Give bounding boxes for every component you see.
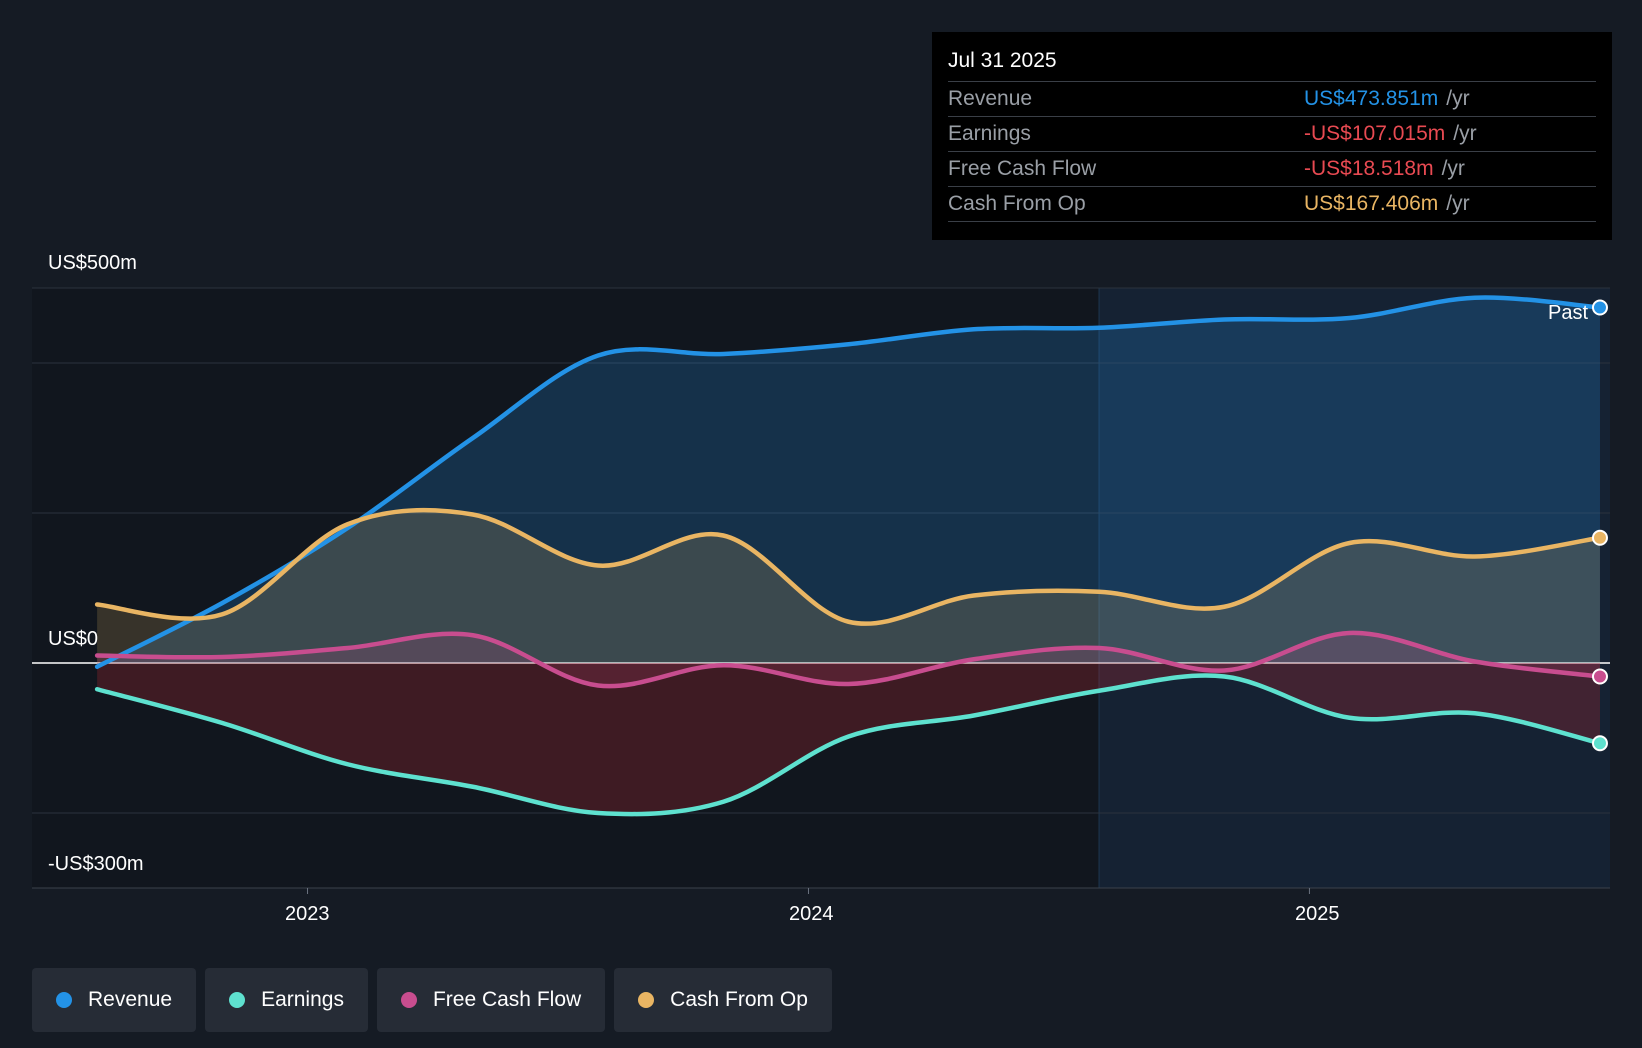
tooltip-unit: /yr	[1446, 87, 1470, 110]
plot-background	[32, 288, 1610, 888]
legend-label: Revenue	[88, 988, 173, 1011]
series-lines	[94, 295, 1603, 817]
tooltip-value-revenue: US$473.851m	[1304, 87, 1439, 110]
earnings-area	[97, 663, 1600, 815]
cash-from-op-area	[97, 510, 1600, 663]
tooltip-unit: /yr	[1441, 157, 1465, 180]
x-axis-ticks	[307, 888, 1310, 894]
tooltip-label: Revenue	[948, 87, 1033, 110]
x-tick-label-2024: 2024	[789, 903, 834, 925]
tooltip-row-earnings: Earnings -US$107.015m /yr	[948, 117, 1596, 152]
free-cash-flow-area	[97, 632, 1600, 687]
tooltip-row-revenue: Revenue US$473.851m /yr	[948, 82, 1596, 117]
end-markers	[1591, 299, 1608, 752]
x-tick-label-2025: 2025	[1295, 903, 1340, 925]
legend-label: Cash From Op	[670, 988, 808, 1011]
tooltip-unit: /yr	[1446, 192, 1470, 215]
fcf-dot-icon	[400, 992, 417, 1008]
earnings-dot-icon	[229, 992, 246, 1008]
plot-bg-right	[1099, 288, 1610, 888]
free-cash-flow-end-marker	[1591, 668, 1608, 685]
tooltip-row-cfo: Cash From Op US$167.406m /yr	[948, 187, 1596, 222]
legend-label: Earnings	[261, 988, 344, 1011]
revenue-line	[94, 295, 1603, 669]
legend-earnings[interactable]: Earnings	[205, 968, 368, 1032]
series-areas	[97, 297, 1600, 815]
tooltip-row-fcf: Free Cash Flow -US$18.518m /yr	[948, 152, 1596, 187]
free-cash-flow-line	[94, 630, 1603, 689]
y-tick-label-zero: US$0	[48, 628, 99, 650]
tooltip-label: Cash From Op	[948, 192, 1086, 215]
tooltip-value-fcf: -US$18.518m	[1304, 157, 1434, 180]
legend-free-cash-flow[interactable]: Free Cash Flow	[376, 968, 606, 1032]
data-tooltip: Jul 31 2025 Revenue US$473.851m /yr Earn…	[932, 32, 1612, 240]
tooltip-value-cfo: US$167.406m	[1304, 192, 1439, 215]
tooltip-label: Earnings	[948, 122, 1031, 145]
revenue-end-marker	[1591, 299, 1608, 316]
plot-bg-left	[32, 288, 1100, 888]
y-tick-label-top: US$500m	[48, 252, 137, 274]
tooltip-value-earnings: -US$107.015m	[1304, 122, 1446, 145]
cash-from-op-end-marker	[1591, 529, 1608, 546]
y-tick-label-bottom: -US$300m	[48, 853, 144, 875]
revenue-dot-icon	[56, 992, 72, 1008]
gridlines	[32, 287, 1610, 889]
revenue-area	[97, 297, 1600, 667]
tooltip-label: Free Cash Flow	[948, 157, 1097, 180]
tooltip-date: Jul 31 2025	[948, 46, 1596, 82]
earnings-end-marker	[1591, 735, 1608, 752]
legend: Revenue Earnings Free Cash Flow Cash Fro…	[32, 968, 832, 1032]
cfo-dot-icon	[638, 992, 655, 1008]
cash-from-op-line	[94, 507, 1603, 626]
x-tick-label-2023: 2023	[285, 903, 330, 925]
legend-revenue[interactable]: Revenue	[32, 968, 197, 1032]
earnings-line	[94, 673, 1603, 817]
tooltip-unit: /yr	[1453, 122, 1477, 145]
legend-label: Free Cash Flow	[432, 988, 582, 1011]
past-label: Past	[1548, 302, 1589, 324]
legend-cash-from-op[interactable]: Cash From Op	[614, 968, 832, 1032]
